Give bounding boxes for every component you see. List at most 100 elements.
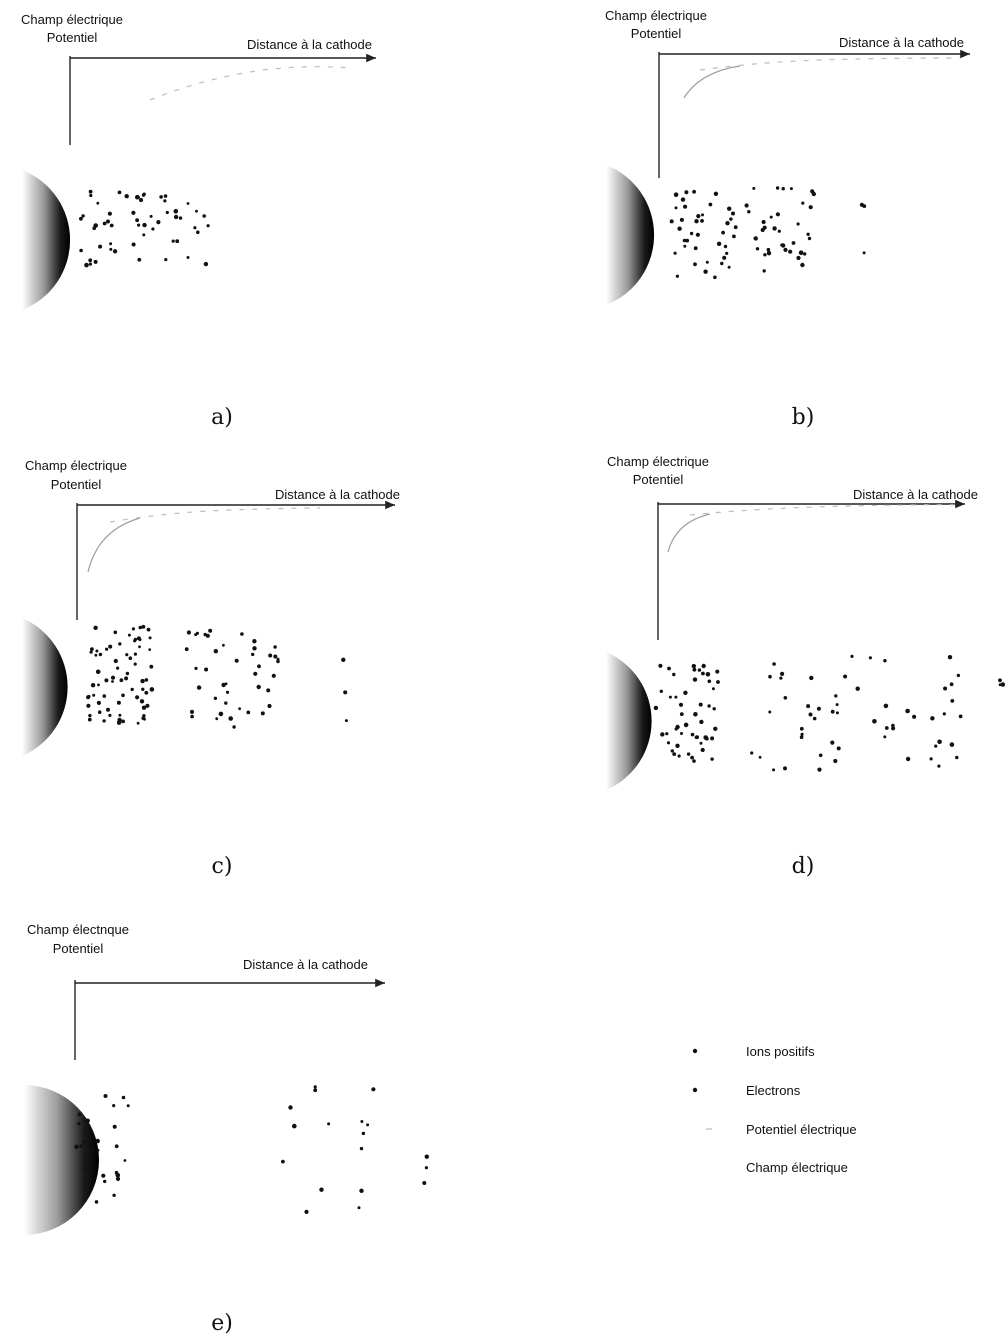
particle-dot xyxy=(674,727,678,731)
particle-dot xyxy=(697,668,702,672)
particle-dot xyxy=(658,663,663,668)
particle-dot xyxy=(91,1148,95,1152)
particle-dot xyxy=(96,700,101,706)
particle-dot xyxy=(85,1118,90,1124)
particle-dot xyxy=(716,680,720,684)
particle-dot xyxy=(705,672,711,677)
particle-dot xyxy=(86,703,91,708)
particle-dot xyxy=(206,224,210,228)
particle-dot xyxy=(683,244,687,248)
particle-dot xyxy=(789,187,793,191)
particle-dot xyxy=(123,1159,127,1162)
particle-dot xyxy=(246,710,251,715)
particle-dot xyxy=(107,211,112,216)
particle-dot xyxy=(225,690,230,694)
particle-dot xyxy=(678,702,684,707)
particle-dot xyxy=(92,693,96,697)
particle-dot xyxy=(680,197,686,202)
particle-dot xyxy=(762,269,766,273)
panel-a: Champ électrique Potentiel Distance à la… xyxy=(21,12,376,430)
particle-dot xyxy=(683,204,688,209)
panel-c-xlabel: Distance à la cathode xyxy=(275,487,400,502)
particle-dot xyxy=(88,189,93,194)
panel-d-ylabel-1: Champ électrique xyxy=(607,454,709,469)
particle-dot xyxy=(257,664,261,669)
particle-dot xyxy=(273,654,278,659)
particle-dot xyxy=(747,210,751,214)
particle-dot xyxy=(806,704,811,709)
particle-dot xyxy=(699,741,703,745)
panel-d-ylabel-2: Potentiel xyxy=(633,472,684,487)
panel-e-ylabel-1: Champ électnque xyxy=(27,922,129,937)
particle-dot xyxy=(665,732,669,736)
particle-dot xyxy=(88,262,92,266)
particle-dot xyxy=(102,221,107,226)
panel-d-caption: d) xyxy=(792,854,815,879)
particle-dot xyxy=(808,205,813,210)
particle-dot xyxy=(256,684,261,690)
particle-dot xyxy=(834,694,838,698)
particle-dot xyxy=(82,1139,86,1143)
particle-dot xyxy=(92,226,96,230)
particle-dot xyxy=(360,1120,364,1123)
particle-dot xyxy=(670,749,674,753)
particle-dot xyxy=(106,219,110,224)
particle-dot xyxy=(90,683,96,688)
particle-dot xyxy=(83,1168,87,1171)
particle-dot xyxy=(807,236,812,241)
particle-dot xyxy=(799,726,804,731)
particle-dot xyxy=(674,206,678,210)
particle-dot xyxy=(679,712,684,716)
particle-dot xyxy=(131,242,136,247)
particle-dot xyxy=(118,642,122,646)
particle-dot xyxy=(693,262,697,267)
particle-dot xyxy=(806,232,810,236)
panel-e-particles-far xyxy=(281,1085,376,1214)
particle-dot xyxy=(692,667,697,672)
particle-dot xyxy=(701,671,705,676)
particle-dot xyxy=(668,695,672,699)
particle-dot xyxy=(699,719,704,725)
particle-dot xyxy=(103,1094,108,1098)
particle-dot xyxy=(772,662,776,666)
particle-dot xyxy=(145,703,150,708)
particle-dot xyxy=(218,711,224,717)
particle-dot xyxy=(137,223,141,227)
particle-dot xyxy=(359,1146,364,1151)
particle-dot xyxy=(344,719,348,723)
particle-dot xyxy=(89,650,93,654)
particle-dot xyxy=(693,246,698,251)
panel-c-particles-mid xyxy=(184,628,280,729)
particle-dot xyxy=(221,682,226,688)
panel-e-xlabel: Distance à la cathode xyxy=(243,957,368,972)
particle-dot xyxy=(224,701,228,705)
particle-dot xyxy=(955,755,959,760)
particle-dot xyxy=(729,217,733,221)
particle-dot xyxy=(700,219,704,223)
particle-dot xyxy=(950,699,955,703)
particle-dot xyxy=(253,671,258,676)
particle-dot xyxy=(758,755,762,759)
particle-dot xyxy=(755,247,760,251)
particle-dot xyxy=(88,713,92,718)
particle-dot xyxy=(234,658,239,663)
particle-dot xyxy=(723,244,728,249)
legend-ions-label: Ions positifs xyxy=(746,1044,815,1059)
particle-dot xyxy=(835,711,839,715)
particle-dot xyxy=(304,1209,309,1214)
panel-a-caption: a) xyxy=(211,405,233,430)
particle-dot xyxy=(108,713,112,718)
panel-d-particles-near xyxy=(653,663,720,763)
particle-dot xyxy=(151,227,155,231)
particle-dot xyxy=(93,259,98,264)
particle-dot xyxy=(267,703,272,709)
particle-dot xyxy=(768,710,772,714)
panel-c-particles-far xyxy=(341,657,348,723)
panel-b-cathode xyxy=(606,165,655,305)
panel-b-ylabel-2: Potentiel xyxy=(631,26,682,41)
particle-dot xyxy=(698,702,703,707)
particle-dot xyxy=(96,201,100,205)
particle-dot xyxy=(84,262,89,268)
particle-dot xyxy=(138,638,142,642)
panel-c-potential-curve xyxy=(109,507,321,523)
